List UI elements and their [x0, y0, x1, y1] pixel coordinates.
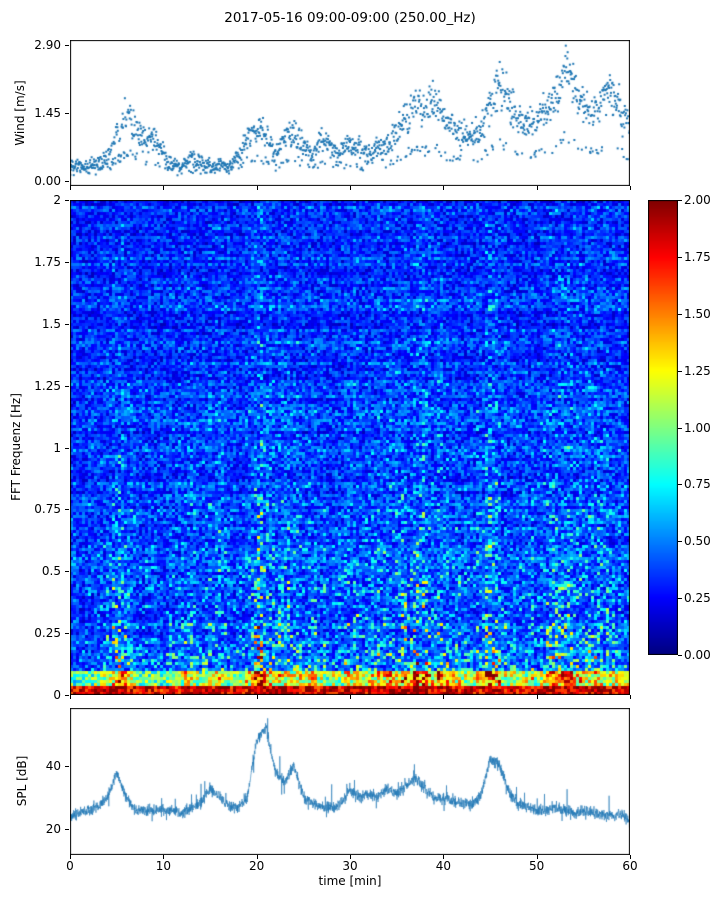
spect-ytick-mark	[65, 571, 69, 573]
x-tick-label: 30	[342, 859, 358, 873]
wind-xtick-mark	[630, 186, 631, 190]
colorbar-tick-mark	[678, 370, 682, 372]
spect-ytick-mark	[65, 695, 69, 696]
colorbar-tick-mark	[678, 313, 682, 315]
spect-xtick-mark	[350, 695, 351, 699]
x-tick-label: 40	[435, 859, 451, 873]
x-tick-label: 50	[529, 859, 545, 873]
spect-ytick-label: 0.75	[34, 502, 61, 517]
spl-ytick-label: 20	[45, 822, 61, 837]
colorbar-tick-label: 1.50	[684, 306, 711, 321]
spect-ytick-mark	[65, 261, 69, 263]
x-axis-label: time [min]	[318, 874, 382, 888]
spect-ytick-mark	[65, 385, 69, 387]
spl-xtick-mark	[443, 855, 445, 859]
spect-xtick-mark	[256, 695, 258, 699]
spl-xtick-mark	[630, 855, 631, 859]
wind-xtick-mark	[163, 186, 165, 190]
spl-xtick-mark	[536, 855, 538, 859]
wind-xtick-mark	[536, 186, 538, 190]
spect-ytick-label: 1.25	[34, 378, 61, 393]
spect-ytick-label: 1	[53, 440, 61, 455]
colorbar-tick-mark	[678, 427, 682, 429]
colorbar-tick-mark	[678, 541, 682, 543]
colorbar	[648, 200, 678, 655]
wind-xtick-mark	[443, 186, 445, 190]
colorbar-tick-label: 2.00	[684, 193, 711, 207]
spect-ytick-label: 1.75	[34, 254, 61, 269]
spect-ytick-mark	[65, 633, 69, 635]
colorbar-tick-mark	[678, 598, 682, 600]
wind-ytick-mark	[65, 181, 69, 183]
wind-ytick-mark	[65, 113, 69, 114]
x-tick-label: 20	[249, 859, 265, 873]
x-tick-label: 60	[622, 859, 638, 873]
wind-ytick-label: 0.00	[34, 174, 61, 189]
spect-xtick-mark	[443, 695, 445, 699]
spl-ytick-mark	[65, 829, 69, 831]
colorbar-tick-label: 0.75	[684, 477, 711, 492]
colorbar-tick-label: 0.00	[684, 648, 711, 662]
spect-xtick-mark	[536, 695, 538, 699]
wind-scatter-plot	[70, 40, 630, 186]
spect-ytick-mark	[65, 323, 69, 325]
spect-xtick-mark	[163, 695, 165, 699]
wind-xtick-mark	[70, 186, 71, 190]
wind-ytick-label: 1.45	[34, 106, 61, 120]
spect-ytick-label: 0	[53, 688, 61, 702]
wind-ytick-mark	[65, 44, 69, 46]
wind-xtick-mark	[256, 186, 258, 190]
x-tick-label: 0	[66, 859, 74, 873]
spect-ytick-label: 2	[53, 193, 61, 207]
colorbar-tick-label: 1.00	[684, 420, 711, 435]
spl-xtick-mark	[163, 855, 165, 859]
colorbar-tick-label: 0.50	[684, 534, 711, 549]
colorbar-tick-mark	[678, 200, 682, 201]
colorbar-tick-label: 1.75	[684, 249, 711, 264]
wind-xtick-mark	[350, 186, 351, 190]
spl-ytick-mark	[65, 765, 69, 767]
spect-ytick-label: 1.5	[41, 316, 61, 331]
spect-xtick-mark	[630, 695, 631, 699]
colorbar-tick-label: 0.25	[684, 591, 711, 606]
spl-line-plot	[70, 708, 630, 855]
spect-ytick-mark	[65, 200, 69, 201]
spl-xtick-mark	[70, 855, 71, 859]
spect-ytick-mark	[65, 447, 69, 449]
x-tick-label: 10	[155, 859, 171, 873]
plot-title: 2017-05-16 09:00-09:00 (250.00_Hz)	[224, 10, 476, 26]
spl-ytick-label: 40	[45, 758, 61, 773]
colorbar-tick-mark	[678, 655, 682, 656]
spl-xtick-mark	[256, 855, 258, 859]
spectrogram-heatmap	[70, 200, 630, 695]
spect-ytick-label: 0.5	[41, 564, 61, 579]
colorbar-tick-mark	[678, 256, 682, 258]
colorbar-tick-mark	[678, 484, 682, 486]
spl-xtick-mark	[350, 855, 351, 859]
colorbar-tick-label: 1.25	[684, 363, 711, 378]
spect-ytick-mark	[65, 509, 69, 511]
spect-xtick-mark	[70, 695, 71, 699]
wind-ytick-label: 2.90	[34, 37, 61, 52]
spect-ytick-label: 0.25	[34, 626, 61, 641]
